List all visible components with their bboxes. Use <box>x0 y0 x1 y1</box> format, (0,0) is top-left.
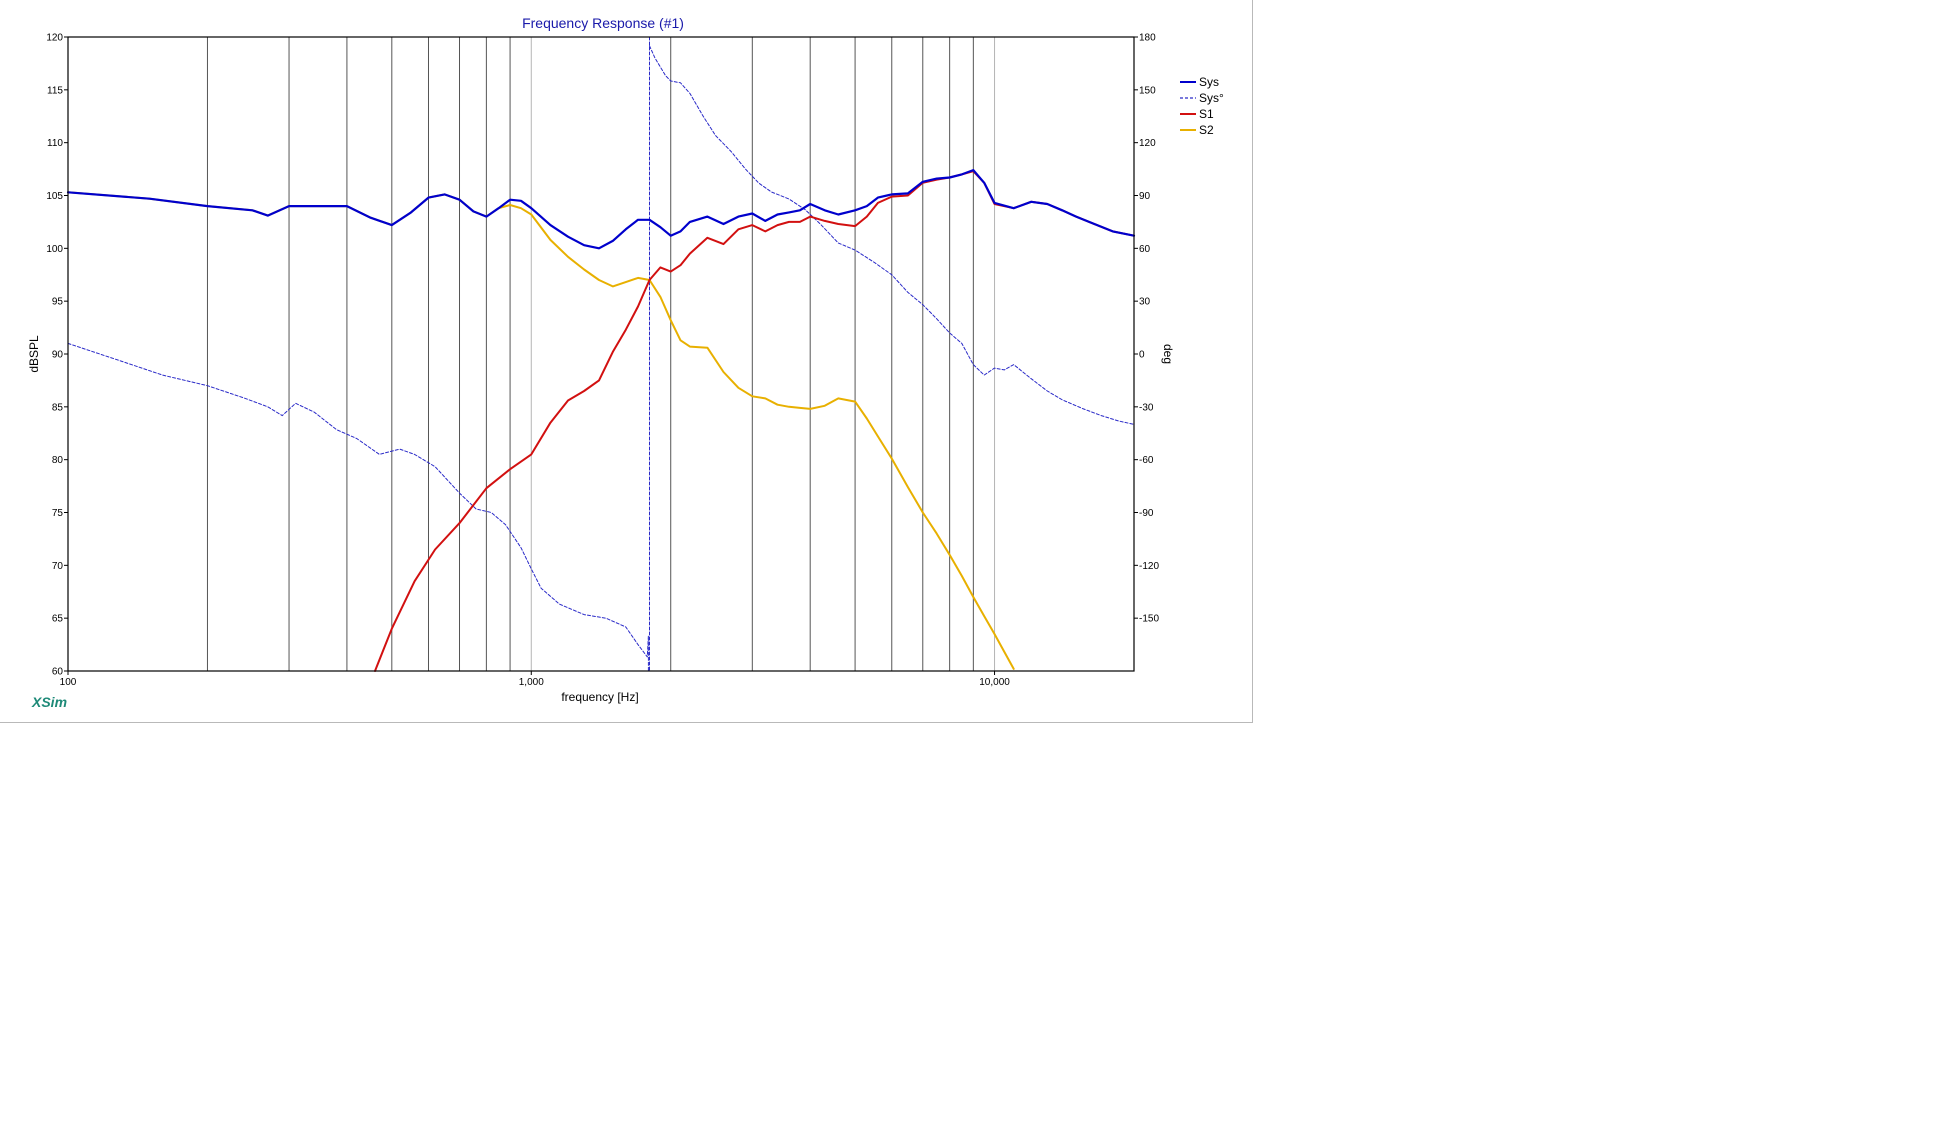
chart-panel: 60 65 70 75 80 85 90 95 100 105 110 115 120 -150 -120… <box>0 0 1253 723</box>
y-tick-label: 90 <box>52 350 64 361</box>
y-axis-left: 60 65 70 75 80 85 90 95 100 105 110 115 120 <box>46 33 68 678</box>
y2-tick-label: -150 <box>1139 614 1159 625</box>
y-tick-label: 105 <box>46 191 63 202</box>
y2-axis-label: deg <box>1161 344 1175 364</box>
legend-label: Sys° <box>1199 91 1224 105</box>
y2-tick-label: -30 <box>1139 402 1154 413</box>
y-tick-label: 70 <box>52 561 64 572</box>
legend-label: S1 <box>1199 107 1214 121</box>
y-tick-label: 80 <box>52 455 64 466</box>
y2-tick-label: 0 <box>1139 350 1145 361</box>
xsim-watermark: XSim <box>31 694 67 710</box>
y-tick-label: 120 <box>46 33 63 44</box>
y-axis-right: -150 -120 -90 -60 -30 0 30 60 90 120 150 180 <box>1134 33 1159 625</box>
y2-tick-label: 180 <box>1139 33 1156 44</box>
plot-area <box>68 37 1134 671</box>
y-tick-label: 85 <box>52 402 64 413</box>
y2-tick-label: 60 <box>1139 244 1151 255</box>
x-axis: 100 1,000 10,000 <box>60 671 1010 688</box>
frequency-response-chart: 60 65 70 75 80 85 90 95 100 105 110 115 120 -150 -120… <box>27 15 1224 710</box>
y-tick-label: 60 <box>52 667 64 678</box>
series-layer <box>66 36 1136 672</box>
x-axis-label: frequency [Hz] <box>561 690 638 704</box>
y-tick-label: 75 <box>52 508 64 519</box>
series-line-sys <box>66 169 1136 250</box>
y-tick-label: 65 <box>52 614 64 625</box>
x-tick-label: 1,000 <box>519 677 544 688</box>
x-tick-label: 100 <box>60 677 77 688</box>
y2-tick-label: 150 <box>1139 85 1156 96</box>
y2-tick-label: 90 <box>1139 191 1151 202</box>
series-line-sys-phase <box>67 36 1135 672</box>
chart-title: Frequency Response (#1) <box>522 15 684 31</box>
y2-tick-label: 120 <box>1139 138 1156 149</box>
legend-label: Sys <box>1199 75 1219 89</box>
y2-tick-label: -90 <box>1139 508 1154 519</box>
grid <box>206 37 996 671</box>
y2-tick-label: 30 <box>1139 297 1151 308</box>
y-axis-label: dBSPL <box>27 335 41 373</box>
y-tick-label: 110 <box>47 138 63 149</box>
y2-tick-label: -120 <box>1139 561 1159 572</box>
y-tick-label: 95 <box>52 297 64 308</box>
y-tick-label: 100 <box>46 244 63 255</box>
y2-tick-label: -60 <box>1139 455 1154 466</box>
y-tick-label: 115 <box>47 85 63 96</box>
x-tick-label: 10,000 <box>979 677 1010 688</box>
legend: Sys Sys° S1 S2 <box>1180 75 1224 137</box>
legend-label: S2 <box>1199 123 1214 137</box>
